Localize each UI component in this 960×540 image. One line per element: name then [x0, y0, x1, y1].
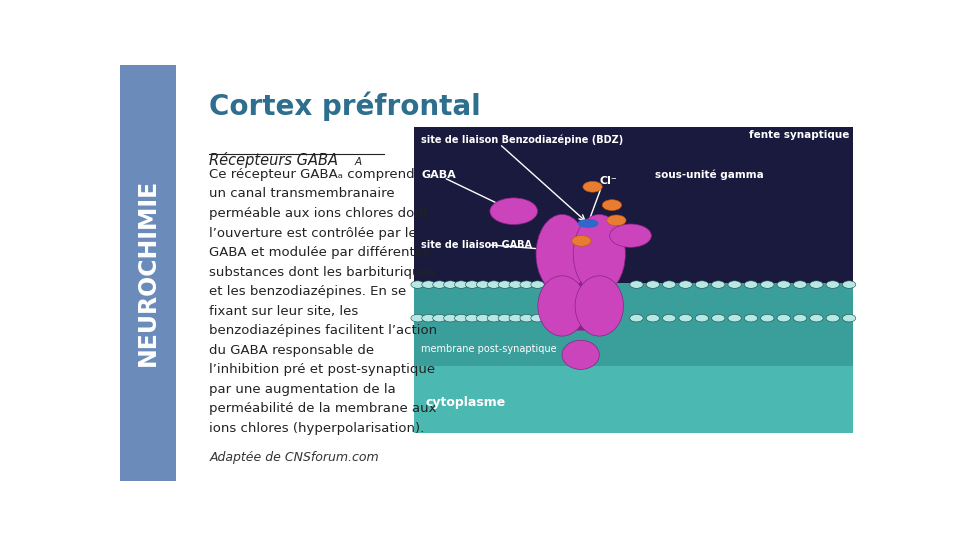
Text: l’ouverture est contrôlée par le: l’ouverture est contrôlée par le [209, 227, 417, 240]
Text: fente synaptique: fente synaptique [749, 131, 849, 140]
Ellipse shape [573, 214, 625, 294]
Circle shape [454, 281, 468, 288]
Circle shape [646, 281, 660, 288]
Circle shape [744, 281, 757, 288]
Text: alpha: alpha [548, 298, 576, 308]
Circle shape [679, 314, 692, 322]
Text: l’inhibition pré et post-synaptique: l’inhibition pré et post-synaptique [209, 363, 436, 376]
Text: Récepteurs GABA: Récepteurs GABA [209, 152, 338, 168]
Circle shape [476, 281, 490, 288]
Circle shape [498, 314, 512, 322]
Circle shape [777, 281, 790, 288]
Circle shape [520, 314, 534, 322]
Circle shape [454, 314, 468, 322]
Circle shape [843, 281, 855, 288]
Circle shape [509, 281, 522, 288]
Ellipse shape [536, 214, 588, 294]
Circle shape [630, 281, 643, 288]
Ellipse shape [575, 276, 623, 336]
Text: NEUROCHIMIE: NEUROCHIMIE [136, 179, 160, 366]
Circle shape [809, 314, 823, 322]
Circle shape [646, 314, 660, 322]
Circle shape [411, 314, 424, 322]
Text: GABA: GABA [421, 170, 456, 179]
Circle shape [695, 281, 708, 288]
Circle shape [662, 281, 676, 288]
Circle shape [679, 281, 692, 288]
Text: perméabilité de la membrane aux: perméabilité de la membrane aux [209, 402, 437, 415]
Circle shape [531, 314, 544, 322]
Circle shape [476, 314, 490, 322]
Text: membrane post-synaptique: membrane post-synaptique [421, 344, 557, 354]
Ellipse shape [538, 276, 587, 336]
Circle shape [520, 281, 534, 288]
Circle shape [411, 281, 424, 288]
Ellipse shape [563, 340, 599, 369]
Text: un canal transmembranaire: un canal transmembranaire [209, 187, 395, 200]
Circle shape [610, 224, 652, 247]
Circle shape [744, 314, 757, 322]
Circle shape [572, 235, 591, 246]
Circle shape [777, 314, 790, 322]
Circle shape [728, 281, 741, 288]
Circle shape [728, 314, 741, 322]
Bar [414, 366, 852, 433]
Circle shape [444, 314, 457, 322]
Circle shape [488, 281, 500, 288]
Circle shape [509, 314, 522, 322]
Circle shape [711, 314, 725, 322]
Circle shape [793, 281, 806, 288]
Circle shape [695, 314, 708, 322]
Circle shape [531, 281, 544, 288]
Circle shape [466, 281, 479, 288]
Circle shape [583, 181, 602, 192]
Bar [120, 65, 176, 481]
Circle shape [444, 281, 457, 288]
Circle shape [466, 314, 479, 322]
Circle shape [809, 281, 823, 288]
Text: GABA et modulée par différentes: GABA et modulée par différentes [209, 246, 430, 259]
Circle shape [602, 200, 622, 211]
Text: Cortex préfrontal: Cortex préfrontal [209, 92, 481, 122]
Circle shape [433, 314, 446, 322]
Circle shape [793, 314, 806, 322]
Circle shape [490, 198, 538, 225]
Text: perméable aux ions chlores dont: perméable aux ions chlores dont [209, 207, 428, 220]
Circle shape [826, 314, 839, 322]
Circle shape [760, 314, 774, 322]
Circle shape [711, 281, 725, 288]
Bar [414, 283, 852, 366]
Circle shape [421, 281, 435, 288]
Text: Ce récepteur GABAₐ comprend: Ce récepteur GABAₐ comprend [209, 168, 415, 181]
Circle shape [498, 281, 512, 288]
Circle shape [760, 281, 774, 288]
Circle shape [662, 314, 676, 322]
Text: A: A [354, 157, 362, 167]
Circle shape [826, 281, 839, 288]
Text: du GABA responsable de: du GABA responsable de [209, 344, 374, 357]
Circle shape [607, 215, 626, 226]
Text: Adaptée de CNSforum.com: Adaptée de CNSforum.com [209, 451, 379, 464]
Text: et les benzodiazépines. En se: et les benzodiazépines. En se [209, 285, 406, 298]
Text: fixant sur leur site, les: fixant sur leur site, les [209, 305, 358, 318]
Text: ions chlores (hyperpolarisation).: ions chlores (hyperpolarisation). [209, 422, 424, 435]
Ellipse shape [579, 220, 598, 227]
Bar [414, 127, 852, 286]
FancyBboxPatch shape [564, 230, 597, 330]
Text: par une augmentation de la: par une augmentation de la [209, 383, 396, 396]
Circle shape [630, 314, 643, 322]
Circle shape [843, 314, 855, 322]
Circle shape [433, 281, 446, 288]
Text: sous-unité gamma: sous-unité gamma [655, 170, 764, 180]
Text: Cl⁻: Cl⁻ [599, 176, 617, 186]
Text: benzodiazépines facilitent l’action: benzodiazépines facilitent l’action [209, 324, 438, 338]
Text: site de liaison Benzodiazépine (BDZ): site de liaison Benzodiazépine (BDZ) [421, 135, 624, 145]
Circle shape [421, 314, 435, 322]
Circle shape [488, 314, 500, 322]
Text: substances dont les barbituriques: substances dont les barbituriques [209, 266, 436, 279]
Text: site de liaison GABA: site de liaison GABA [421, 240, 532, 250]
Text: cytoplasme: cytoplasme [425, 396, 505, 409]
Text: alpha: alpha [586, 298, 612, 308]
